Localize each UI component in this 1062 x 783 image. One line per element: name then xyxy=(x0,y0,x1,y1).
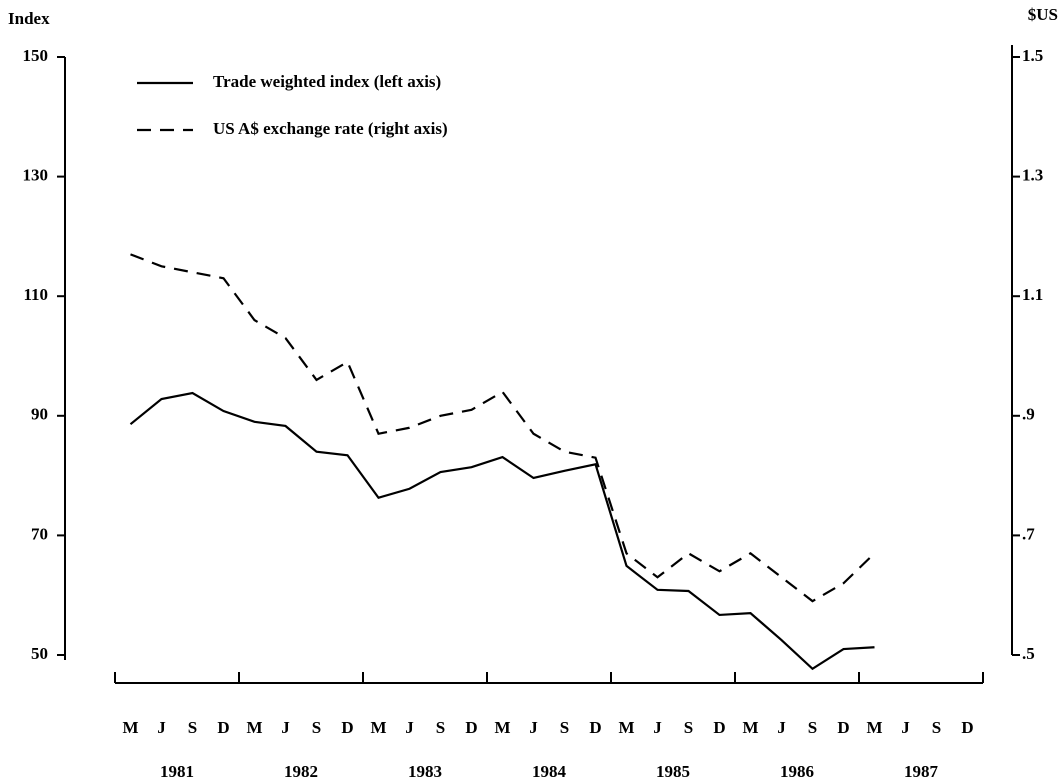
x-tick-label: J xyxy=(777,718,786,737)
y2-tick-label: 1.1 xyxy=(1022,285,1043,304)
x-tick-label: D xyxy=(217,718,229,737)
x-tick-label: M xyxy=(370,718,386,737)
x-tick-label: M xyxy=(866,718,882,737)
x-tick-label: M xyxy=(494,718,510,737)
legend-label: US A$ exchange rate (right axis) xyxy=(213,119,448,138)
x-tick-label: J xyxy=(405,718,414,737)
x-tick-label: M xyxy=(618,718,634,737)
x-group-label: 1981 xyxy=(160,762,194,781)
x-tick-label: S xyxy=(436,718,445,737)
x-tick-label: M xyxy=(742,718,758,737)
y-tick-label: 110 xyxy=(23,285,48,304)
legend-label: Trade weighted index (left axis) xyxy=(213,72,441,91)
y-tick-label: 130 xyxy=(23,166,49,185)
x-tick-label: S xyxy=(312,718,321,737)
y-tick-label: 50 xyxy=(31,644,48,663)
y2-tick-label: .9 xyxy=(1022,405,1035,424)
y2-axis-label: $US xyxy=(1028,5,1058,24)
y2-tick-label: 1.3 xyxy=(1022,166,1043,185)
x-tick-label: M xyxy=(246,718,262,737)
x-tick-label: J xyxy=(529,718,538,737)
y-axis-label: Index xyxy=(8,9,50,28)
x-tick-label: D xyxy=(713,718,725,737)
x-tick-label: S xyxy=(560,718,569,737)
y2-tick-label: 1.5 xyxy=(1022,46,1043,65)
y2-tick-label: .5 xyxy=(1022,644,1035,663)
x-group-label: 1983 xyxy=(408,762,442,781)
x-tick-label: D xyxy=(589,718,601,737)
x-group-label: 1982 xyxy=(284,762,318,781)
x-tick-label: S xyxy=(188,718,197,737)
x-tick-label: S xyxy=(684,718,693,737)
x-tick-label: M xyxy=(122,718,138,737)
x-group-label: 1985 xyxy=(656,762,690,781)
x-tick-label: J xyxy=(281,718,290,737)
x-tick-label: S xyxy=(808,718,817,737)
x-group-label: 1984 xyxy=(532,762,567,781)
x-group-label: 1987 xyxy=(904,762,939,781)
x-tick-label: D xyxy=(465,718,477,737)
series-line xyxy=(129,391,875,671)
x-tick-label: D xyxy=(341,718,353,737)
x-tick-label: J xyxy=(901,718,910,737)
x-tick-label: S xyxy=(932,718,941,737)
y-tick-label: 150 xyxy=(23,46,49,65)
y2-tick-label: .7 xyxy=(1022,524,1035,543)
y-tick-label: 90 xyxy=(31,405,48,424)
x-tick-label: D xyxy=(837,718,849,737)
series-line xyxy=(130,253,876,603)
y-tick-label: 70 xyxy=(31,524,48,543)
x-tick-label: D xyxy=(961,718,973,737)
x-tick-label: J xyxy=(653,718,662,737)
x-group-label: 1986 xyxy=(780,762,814,781)
x-tick-label: J xyxy=(157,718,166,737)
